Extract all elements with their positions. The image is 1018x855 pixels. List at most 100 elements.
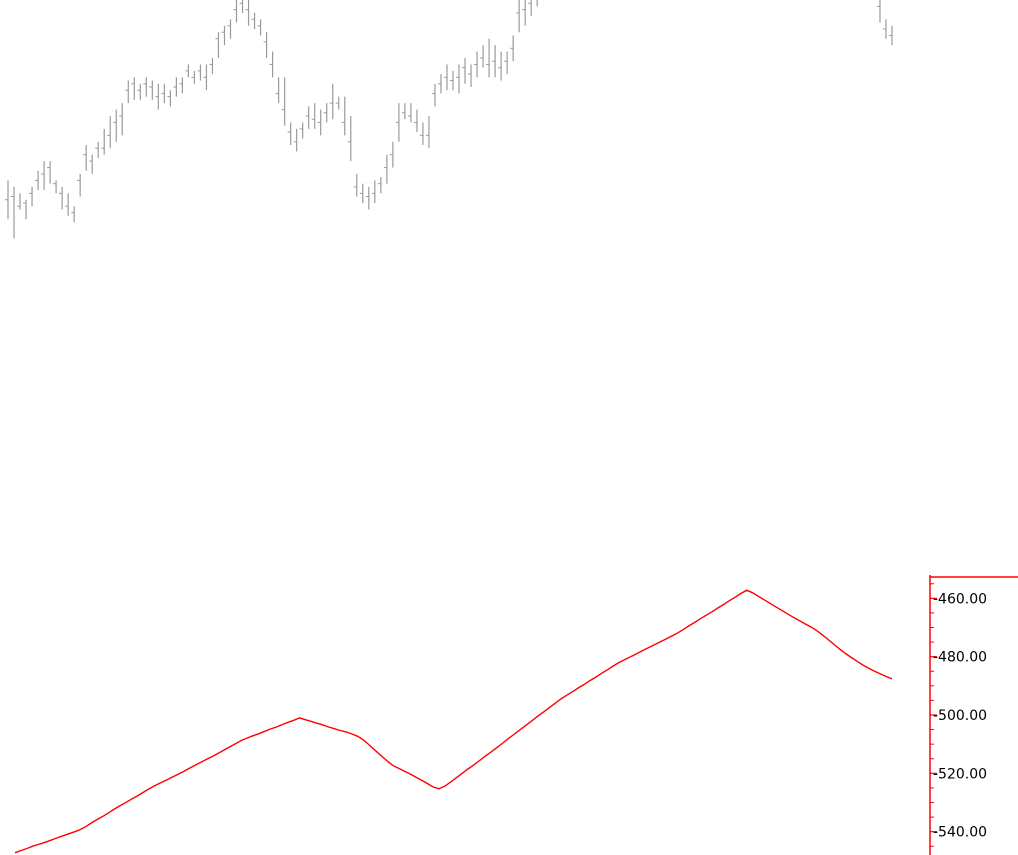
price-bar bbox=[335, 96, 340, 110]
price-bar bbox=[173, 77, 177, 97]
price-bar bbox=[251, 12, 256, 29]
price-bar bbox=[395, 103, 400, 142]
axis-tick-label: -540.00 bbox=[933, 825, 987, 841]
price-bar bbox=[401, 103, 406, 120]
price-bar bbox=[305, 106, 310, 129]
price-bar bbox=[456, 64, 460, 94]
axis-tick-label: -460.00 bbox=[933, 591, 987, 607]
price-bar bbox=[137, 83, 141, 100]
price-bar bbox=[371, 180, 376, 203]
price-bar bbox=[179, 77, 183, 94]
price-bar bbox=[492, 45, 496, 78]
price-bar bbox=[311, 103, 316, 129]
price-bar bbox=[17, 193, 21, 210]
price-bar bbox=[155, 83, 159, 110]
price-bar bbox=[35, 170, 39, 191]
price-bars-layer bbox=[5, 0, 893, 239]
axis-tick-label: -480.00 bbox=[933, 650, 987, 666]
price-bar bbox=[263, 32, 268, 58]
price-bar bbox=[71, 206, 75, 223]
price-bar bbox=[882, 19, 887, 39]
price-bar bbox=[5, 180, 9, 220]
indicator-axis: -460.00 -480.00 -500.00 -520.00 -540.00 bbox=[929, 575, 1018, 855]
price-bar bbox=[233, 0, 238, 23]
price-bar bbox=[161, 83, 165, 104]
price-bar bbox=[221, 25, 226, 46]
price-bar bbox=[425, 116, 430, 149]
price-bar bbox=[383, 154, 388, 184]
price-bar bbox=[341, 96, 346, 136]
price-bar bbox=[353, 174, 358, 197]
price-bar bbox=[269, 51, 274, 78]
price-bar bbox=[53, 180, 57, 194]
price-bar bbox=[23, 199, 27, 220]
price-bar bbox=[889, 25, 893, 46]
price-bar bbox=[47, 161, 51, 184]
price-bar bbox=[522, 0, 526, 26]
price-bar bbox=[413, 109, 418, 133]
price-bar bbox=[107, 116, 111, 149]
price-bar bbox=[245, 0, 250, 26]
price-bar bbox=[419, 122, 424, 145]
price-bar bbox=[293, 128, 298, 152]
price-bar bbox=[11, 186, 15, 239]
price-bar bbox=[486, 38, 490, 78]
price-bar bbox=[215, 32, 220, 58]
price-bar bbox=[377, 177, 382, 194]
price-bar bbox=[203, 64, 208, 91]
price-bar bbox=[468, 64, 472, 87]
price-bar bbox=[480, 45, 484, 68]
price-bar bbox=[443, 64, 448, 91]
price-bar bbox=[474, 51, 478, 78]
price-bar bbox=[119, 103, 123, 136]
price-bar bbox=[185, 64, 190, 78]
price-bar bbox=[209, 58, 214, 75]
price-bar bbox=[462, 58, 466, 84]
price-bar bbox=[450, 70, 454, 91]
price-bar bbox=[65, 193, 69, 216]
price-bar bbox=[167, 90, 171, 107]
price-bar bbox=[510, 35, 514, 62]
price-bar bbox=[113, 109, 117, 142]
price-bar bbox=[239, 0, 244, 13]
price-bar bbox=[131, 77, 135, 100]
price-bar bbox=[257, 19, 262, 36]
price-bar bbox=[29, 186, 33, 207]
price-bar bbox=[317, 109, 322, 136]
price-bar bbox=[329, 83, 334, 120]
price-bar bbox=[365, 186, 370, 210]
price-bar bbox=[59, 186, 63, 210]
indicator-line bbox=[14, 589, 893, 854]
price-bar bbox=[191, 70, 196, 84]
price-bar bbox=[83, 145, 87, 171]
price-bar bbox=[41, 161, 45, 191]
price-bar bbox=[347, 116, 352, 162]
price-bar bbox=[389, 141, 394, 168]
price-bar bbox=[437, 74, 442, 94]
price-bar bbox=[528, 0, 532, 17]
price-bar bbox=[149, 80, 153, 100]
price-bar bbox=[89, 154, 93, 174]
price-bar bbox=[275, 77, 280, 104]
price-bar bbox=[299, 122, 304, 139]
price-bar bbox=[287, 122, 292, 145]
axis-tick-label: -500.00 bbox=[933, 708, 987, 724]
price-bar bbox=[431, 83, 436, 107]
price-bar bbox=[281, 77, 286, 126]
price-bar bbox=[498, 51, 502, 81]
price-bar bbox=[407, 103, 412, 123]
price-bar bbox=[876, 0, 881, 23]
price-bar bbox=[125, 80, 129, 104]
price-bar bbox=[504, 51, 508, 75]
price-bar bbox=[143, 77, 147, 97]
price-bar bbox=[95, 141, 99, 158]
axis-tick-label: -520.00 bbox=[933, 766, 987, 782]
price-bar bbox=[359, 183, 364, 203]
price-bar bbox=[101, 128, 105, 155]
price-bar bbox=[536, 0, 538, 7]
price-bar bbox=[77, 174, 81, 197]
price-bar bbox=[227, 19, 232, 39]
indicator-line-layer bbox=[14, 589, 893, 854]
